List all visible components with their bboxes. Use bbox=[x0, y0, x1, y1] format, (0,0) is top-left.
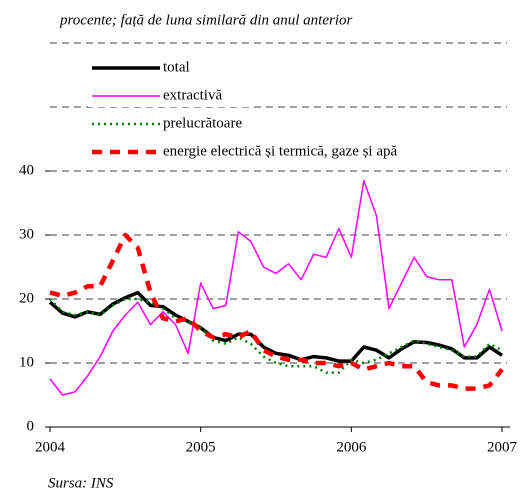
legend-bg bbox=[88, 85, 250, 107]
chart-subtitle: procente; față de luna similară din anul… bbox=[59, 12, 353, 28]
y-tick-label: 40 bbox=[19, 162, 34, 178]
legend-label: prelucrătoare bbox=[163, 115, 242, 131]
legend-bg bbox=[88, 113, 272, 135]
x-tick-label: 2007 bbox=[487, 439, 518, 455]
series-line bbox=[48, 290, 503, 363]
y-tick-label: 30 bbox=[19, 226, 34, 242]
source-note: Sursa: INS bbox=[48, 475, 114, 491]
y-tick-label: 0 bbox=[27, 418, 35, 434]
x-tick-label: 2006 bbox=[336, 439, 367, 455]
y-tick-label: 20 bbox=[19, 290, 34, 306]
legend-label: extractivă bbox=[163, 87, 222, 103]
legend-label: total bbox=[163, 59, 190, 75]
x-tick-label: 2004 bbox=[35, 439, 66, 455]
y-tick-label: 10 bbox=[19, 354, 34, 370]
series-line bbox=[49, 232, 504, 391]
x-tick-label: 2005 bbox=[186, 439, 216, 455]
legend-label: energie electrică și termică, gaze și ap… bbox=[163, 143, 398, 159]
series-line bbox=[49, 297, 503, 374]
series-line bbox=[49, 179, 503, 396]
legend-bg bbox=[88, 141, 474, 163]
